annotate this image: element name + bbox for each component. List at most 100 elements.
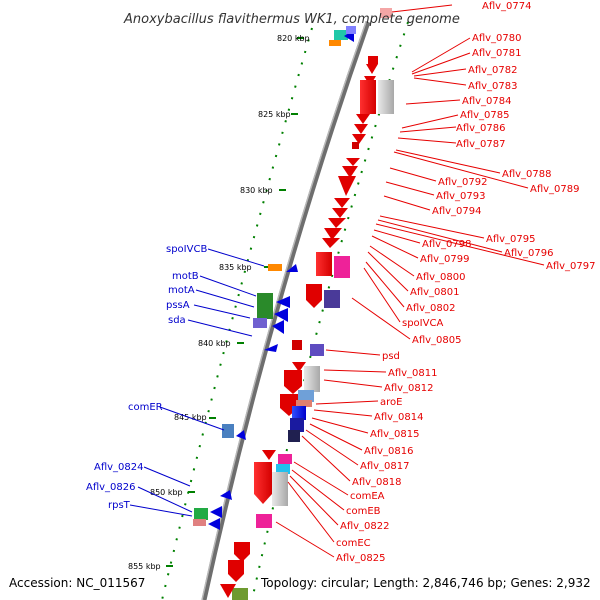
gene-feature [232,588,248,600]
gene-label: Aflv_0805 [412,335,462,346]
gene-feature [380,8,392,18]
reverse-track-guide [161,27,313,600]
gene-label: Aflv_0796 [504,248,554,259]
gene-feature [316,252,332,276]
gene-feature [193,519,206,526]
gene-arrow [276,296,290,308]
gene-feature [268,264,282,271]
gene-feature [304,366,320,392]
gene-label: Aflv_0782 [468,65,518,76]
gene-arrow [210,506,222,518]
gene-feature [290,418,304,432]
gene-arrow [306,284,322,308]
gene-label: Aflv_0793 [436,191,486,202]
gene-feature [360,80,376,114]
gene-arrow [220,584,236,598]
forward-gene-labels: Aflv_0774 Aflv_0780 Aflv_0781 Aflv_0782 … [336,1,596,564]
gene-arrow [328,218,346,228]
gene-feature [334,30,348,40]
gene-arrow [352,134,366,144]
gene-label: spoIVCA [402,318,443,329]
genome-summary: Topology: circular; Length: 2,846,746 bp… [260,576,591,590]
gene-arrow [346,158,360,166]
gene-label: Aflv_0824 [94,462,144,473]
gene-label: Aflv_0826 [86,482,136,493]
gene-arrow [324,228,342,240]
gene-feature [329,40,341,46]
scale-label: 825 kbp [258,110,291,119]
gene-label: Aflv_0825 [336,553,386,564]
gene-arrow [284,370,302,394]
gene-arrow [292,362,306,372]
gene-arrow [228,560,244,582]
gene-feature [292,406,306,420]
forward-gene-features [220,8,394,600]
gene-feature [298,390,314,402]
map-title: Anoxybacillus flavithermus WK1, complete… [123,12,460,27]
gene-label: motA [168,285,195,296]
gene-feature [352,142,359,149]
gene-label: Aflv_0780 [472,33,522,44]
gene-label: Aflv_0792 [438,177,488,188]
gene-label: aroE [380,397,402,408]
gene-arrow [264,344,278,352]
gene-label: Aflv_0814 [374,412,424,423]
gene-label: Aflv_0797 [546,261,596,272]
gene-feature [256,514,272,528]
gene-feature [324,290,340,308]
gene-label: Aflv_0788 [502,169,552,180]
gene-label: Aflv_0795 [486,234,536,245]
gene-feature [346,26,356,34]
scale-label: 830 kbp [240,186,273,195]
gene-label: Aflv_0786 [456,123,506,134]
gene-arrow [368,56,378,64]
gene-feature [276,464,290,474]
gene-arrow [332,208,348,218]
gene-label: Aflv_0818 [352,477,402,488]
gene-label: Aflv_0802 [406,303,456,314]
gene-label: Aflv_0794 [432,206,482,217]
gene-feature [222,424,234,438]
gene-arrow [354,124,368,134]
gene-arrow [234,542,250,562]
gene-label: Aflv_0785 [460,110,510,121]
gene-arrow [254,462,272,504]
accession-label: Accession: NC_011567 [9,576,145,590]
scale-label: 840 kbp [198,339,231,348]
gene-label: Aflv_0801 [410,287,460,298]
gene-label: comER [128,402,163,413]
gene-label: comEB [346,506,381,517]
gene-feature [296,400,312,407]
gene-feature [257,293,273,319]
gene-arrow [334,198,350,208]
gene-arrow [322,238,340,248]
gene-arrow [262,450,276,460]
gene-label: spoIVCB [166,244,207,255]
gene-arrow [338,176,356,196]
gene-feature [378,80,394,114]
gene-label: Aflv_0784 [462,96,512,107]
reverse-gene-features [193,26,356,530]
gene-label: Aflv_0789 [530,184,580,195]
gene-feature [194,508,208,520]
gene-label: Aflv_0799 [420,254,470,265]
gene-arrow [286,264,298,272]
gene-label: Aflv_0783 [468,81,518,92]
forward-label-connectors [275,4,545,558]
gene-feature [253,318,267,328]
scale-label: 850 kbp [150,488,183,497]
gene-arrow [236,430,246,440]
gene-arrow [208,518,220,530]
gene-label: Aflv_0798 [422,239,472,250]
gene-feature [292,340,302,350]
gene-label: comEC [336,538,371,549]
gene-label: pssA [166,300,190,311]
gene-label: Aflv_0815 [370,429,420,440]
gene-label: rpsT [108,500,131,511]
gene-arrow [274,308,288,322]
scale-label: 855 kbp [128,562,161,571]
gene-feature [334,256,350,278]
chromosome-backbone [201,21,371,600]
